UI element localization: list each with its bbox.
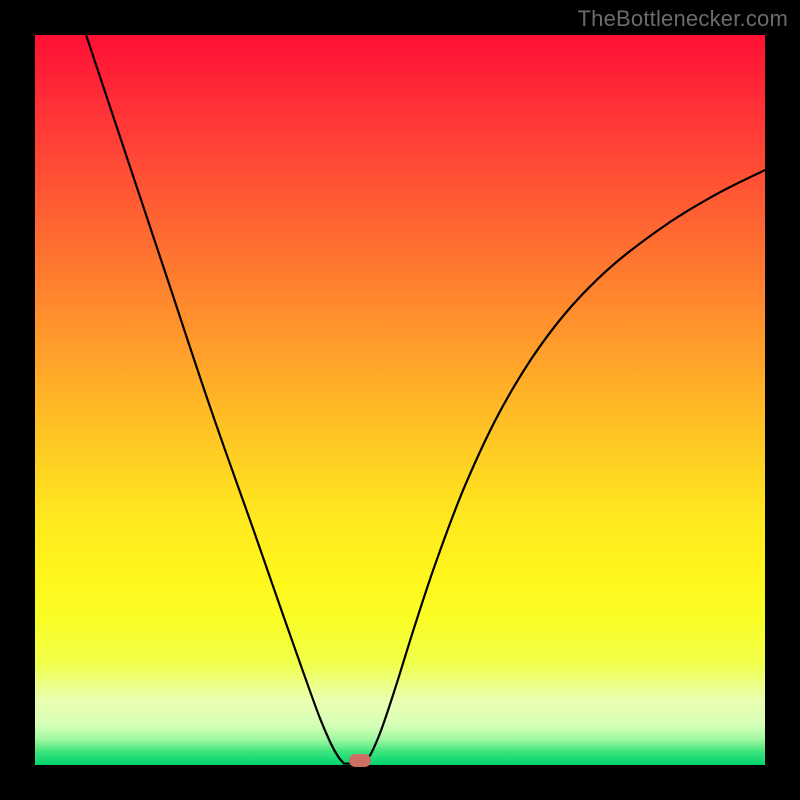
optimal-marker: [349, 754, 371, 767]
bottleneck-curve: [35, 35, 765, 765]
plot-area: [35, 35, 765, 765]
watermark-text: TheBottlenecker.com: [578, 6, 788, 32]
curve-path: [86, 35, 765, 764]
